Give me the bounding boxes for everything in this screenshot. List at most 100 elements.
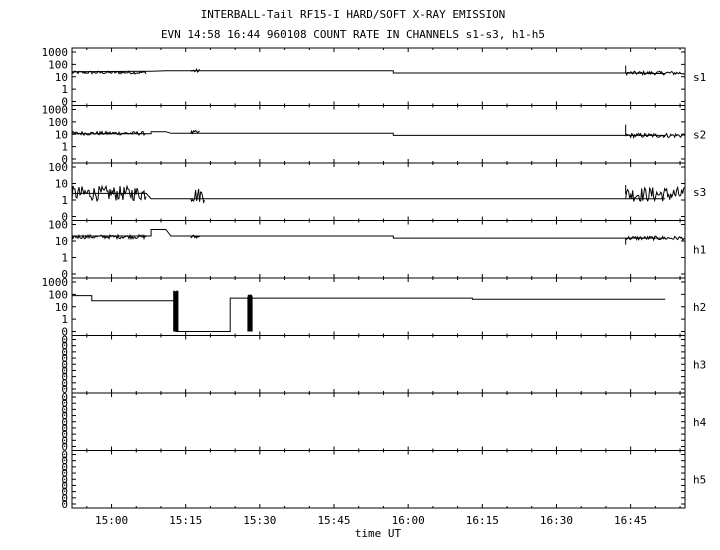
panel-frame (71, 47, 686, 106)
noise-segment-s3 (71, 184, 147, 203)
y-tick-label: 0 (61, 268, 68, 281)
panels: 10001001010s110001001010s21001010s310010… (42, 46, 707, 527)
y-tick-label: 0 (61, 428, 68, 441)
y-tick-label: 0 (61, 391, 68, 404)
y-tick-label: 10 (55, 235, 68, 248)
y-tick-label: 0 (61, 383, 68, 396)
noise-segment-s1 (625, 69, 685, 77)
y-tick-label: 0 (61, 422, 68, 435)
y-tick-label: 0 (61, 455, 68, 468)
chart-subtitle: EVN 14:58 16:44 960108 COUNT RATE IN CHA… (161, 28, 545, 41)
y-tick-label: 1 (61, 313, 68, 326)
y-tick-label: 10 (55, 128, 68, 141)
series-line-h1 (72, 229, 666, 239)
y-tick-label: 0 (61, 377, 68, 390)
y-tick-label: 0 (61, 479, 68, 492)
y-tick-label: 0 (61, 96, 68, 109)
y-tick-label: 0 (61, 498, 68, 511)
y-tick-label: 0 (61, 473, 68, 486)
noise-segment-s2 (190, 129, 200, 135)
y-tick-label: 0 (61, 340, 68, 353)
y-tick-label: 0 (61, 371, 68, 384)
noise-segment-s3 (190, 188, 206, 204)
panel-label-h4: h4 (693, 416, 707, 429)
panel-frame (71, 105, 686, 164)
x-tick-label: 16:15 (466, 514, 499, 527)
panel-label-h5: h5 (693, 473, 706, 486)
panel-frame (71, 335, 686, 394)
series-line-h2 (72, 295, 666, 332)
x-axis-label: time UT (355, 527, 402, 540)
y-tick-label: 1 (61, 83, 68, 96)
x-tick-label: 16:00 (392, 514, 425, 527)
y-tick-label: 1 (61, 141, 68, 154)
panel-frame (71, 162, 686, 221)
y-tick-label: 1000 (42, 276, 69, 289)
noise-segment-s1 (190, 68, 201, 73)
y-tick-label: 100 (48, 219, 68, 232)
series-line-s3 (72, 192, 666, 200)
y-tick-label: 1 (61, 194, 68, 207)
x-tick-label: 15:15 (169, 514, 202, 527)
y-tick-label: 0 (61, 403, 68, 416)
y-tick-label: 0 (61, 334, 68, 347)
noise-segment-s2 (71, 130, 147, 137)
y-tick-label: 0 (61, 326, 68, 339)
x-tick-label: 15:30 (243, 514, 276, 527)
y-tick-label: 0 (61, 364, 68, 377)
y-tick-label: 0 (61, 352, 68, 365)
panel-frame (71, 392, 686, 451)
y-tick-label: 0 (61, 346, 68, 359)
noise-segment-h1 (71, 233, 147, 241)
y-tick-label: 0 (61, 492, 68, 505)
panel-label-s2: s2 (693, 128, 706, 141)
y-tick-label: 0 (61, 441, 68, 454)
y-tick-label: 0 (61, 211, 68, 224)
panel-frame (71, 450, 686, 509)
spike-h2 (247, 294, 253, 332)
y-tick-label: 1 (61, 252, 68, 265)
y-tick-label: 100 (48, 116, 68, 129)
panel-label-s3: s3 (693, 186, 706, 199)
y-tick-label: 1000 (42, 46, 69, 59)
noise-segment-h1 (625, 235, 686, 242)
y-tick-label: 0 (61, 434, 68, 447)
x-tick-label: 16:30 (540, 514, 573, 527)
x-tick-label: 15:45 (317, 514, 350, 527)
noise-segment-s3 (625, 185, 685, 203)
y-tick-label: 0 (61, 449, 68, 462)
y-tick-label: 10 (55, 178, 68, 191)
y-tick-label: 0 (61, 358, 68, 371)
y-tick-label: 10 (55, 71, 68, 84)
y-tick-label: 0 (61, 467, 68, 480)
series-line-s2 (72, 131, 666, 136)
y-tick-label: 0 (61, 416, 68, 429)
y-tick-label: 1000 (42, 104, 69, 117)
y-tick-label: 10 (55, 301, 68, 314)
panel-label-h3: h3 (693, 358, 706, 371)
y-tick-label: 0 (61, 461, 68, 474)
series-line-s1 (71, 70, 666, 75)
y-tick-label: 100 (48, 288, 68, 301)
y-tick-label: 100 (48, 58, 68, 71)
noise-segment-h1 (190, 234, 200, 239)
y-tick-label: 100 (48, 161, 68, 174)
panel-frame (71, 277, 686, 336)
noise-segment-s2 (625, 132, 686, 140)
y-tick-label: 0 (61, 153, 68, 166)
x-tick-label: 16:45 (614, 514, 647, 527)
noise-segment-s1 (71, 70, 147, 75)
y-tick-label: 0 (61, 410, 68, 423)
panel-label-h2: h2 (693, 301, 706, 314)
x-tick-label: 15:00 (95, 514, 128, 527)
chart-title: INTERBALL-Tail RF15-I HARD/SOFT X-RAY EM… (201, 8, 506, 21)
